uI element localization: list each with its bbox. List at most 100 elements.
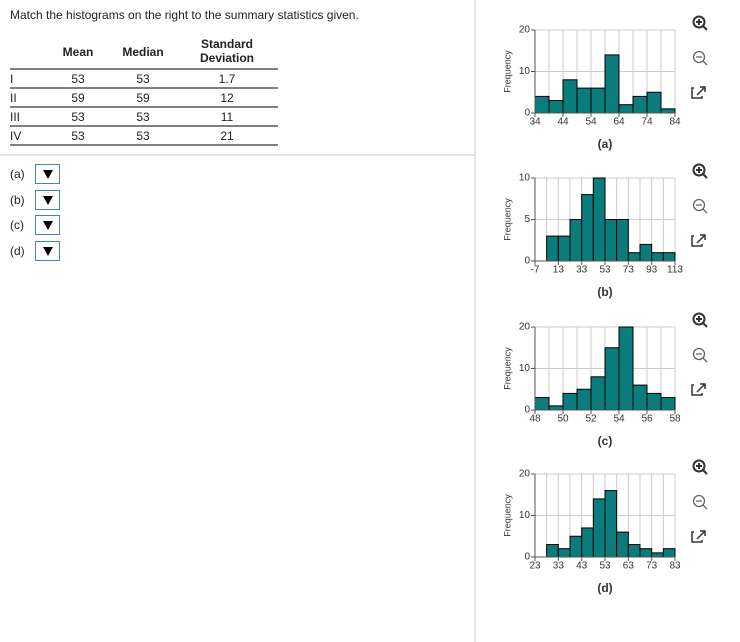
bar: [548, 405, 564, 411]
bar: [590, 376, 606, 411]
x-tick-label: 50: [557, 414, 569, 425]
bar: [590, 87, 606, 114]
y-axis-label: Frequency: [502, 347, 512, 390]
x-tick-label: 56: [641, 414, 653, 425]
zoom-out-icon[interactable]: [696, 500, 708, 510]
table-cell: 53: [136, 129, 150, 143]
x-tick-label: 58: [669, 414, 681, 425]
bar: [646, 392, 662, 411]
table-cell: 53: [136, 110, 150, 124]
row-label: III: [10, 110, 21, 124]
bar: [576, 87, 592, 114]
bar: [616, 219, 629, 262]
dropdown-arrow: [43, 221, 53, 230]
dropdown-arrow: [43, 170, 53, 179]
y-tick-label: 20: [519, 469, 531, 480]
x-tick-label: 13: [553, 265, 565, 276]
y-tick-label: 5: [524, 214, 530, 225]
bar: [546, 235, 559, 262]
bar: [548, 100, 564, 114]
answer-label: (b): [10, 192, 25, 207]
zoom-in-icon[interactable]: [696, 463, 708, 475]
chart-label: (b): [597, 285, 612, 299]
bar: [618, 104, 634, 114]
zoom-out-icon[interactable]: [696, 204, 708, 214]
table-cell: 53: [71, 110, 85, 124]
bar: [581, 194, 594, 262]
pop-out-icon[interactable]: [691, 234, 706, 247]
dropdown-arrow: [43, 195, 53, 205]
dropdown-arrow: [43, 246, 53, 256]
y-tick-label: 10: [519, 363, 531, 374]
table-cell: 53: [136, 72, 150, 86]
pop-out-icon[interactable]: [691, 383, 706, 396]
bar: [632, 384, 648, 411]
x-tick-label: 83: [669, 561, 681, 572]
y-tick-label: 0: [524, 405, 530, 416]
bar: [616, 531, 629, 558]
answer-select[interactable]: [35, 215, 60, 235]
bar: [576, 388, 592, 411]
x-tick-label: 44: [557, 117, 569, 128]
x-tick-label: 48: [529, 414, 541, 425]
x-tick-label: 63: [623, 561, 635, 572]
x-tick-label: 84: [669, 117, 681, 128]
x-tick-label: 23: [529, 561, 541, 572]
answer-select[interactable]: [35, 240, 60, 261]
x-tick-label: 33: [576, 265, 588, 276]
zoom-out-icon[interactable]: [696, 353, 708, 363]
table-cell: 59: [136, 91, 150, 105]
y-axis-label: Frequency: [502, 198, 512, 241]
table-cell: 53: [71, 129, 85, 143]
bar: [581, 527, 594, 558]
bar: [627, 544, 641, 558]
bar: [604, 219, 618, 262]
table-cell: 53: [71, 72, 85, 86]
bar: [604, 347, 620, 411]
x-tick-label: 33: [553, 561, 565, 572]
x-tick-label: 53: [599, 265, 611, 276]
answer-label: (a): [10, 167, 25, 181]
y-axis-label: Frequency: [502, 50, 512, 93]
answer-label: (d): [10, 243, 25, 258]
x-tick-label: 73: [623, 265, 635, 276]
answer-select[interactable]: [35, 164, 60, 184]
y-tick-label: 0: [524, 108, 530, 119]
answer-select[interactable]: [35, 189, 60, 210]
table-cell: 59: [71, 91, 85, 105]
x-tick-label: 34: [529, 117, 541, 128]
zoom-in-icon[interactable]: [696, 316, 708, 328]
pop-out-icon[interactable]: [691, 530, 706, 543]
y-tick-label: 20: [519, 25, 531, 36]
zoom-out-icon[interactable]: [696, 56, 708, 66]
bar: [562, 79, 578, 114]
bar: [569, 219, 583, 262]
zoom-in-icon[interactable]: [696, 19, 708, 31]
bar: [651, 252, 664, 262]
bar: [646, 91, 662, 114]
x-tick-label: 93: [646, 265, 658, 276]
y-tick-label: 10: [519, 66, 531, 77]
x-tick-label: 43: [576, 561, 588, 572]
column-header: Median: [122, 45, 164, 59]
bar: [604, 54, 620, 114]
zoom-in-icon[interactable]: [696, 167, 708, 179]
pop-out-icon[interactable]: [691, 86, 706, 99]
y-tick-label: 0: [524, 552, 530, 563]
table-cell: 12: [220, 91, 234, 105]
bar: [662, 252, 676, 262]
y-tick-label: 10: [519, 510, 531, 521]
bar: [569, 535, 583, 558]
x-tick-label: 73: [646, 561, 658, 572]
bar: [639, 548, 653, 558]
bar: [562, 392, 578, 411]
x-tick-label: 74: [641, 117, 653, 128]
x-tick-label: -7: [531, 265, 540, 276]
chart-label: (d): [597, 581, 612, 595]
bar: [592, 498, 606, 558]
y-tick-label: 0: [524, 256, 530, 267]
row-label: I: [10, 72, 14, 86]
y-tick-label: 10: [519, 173, 531, 184]
